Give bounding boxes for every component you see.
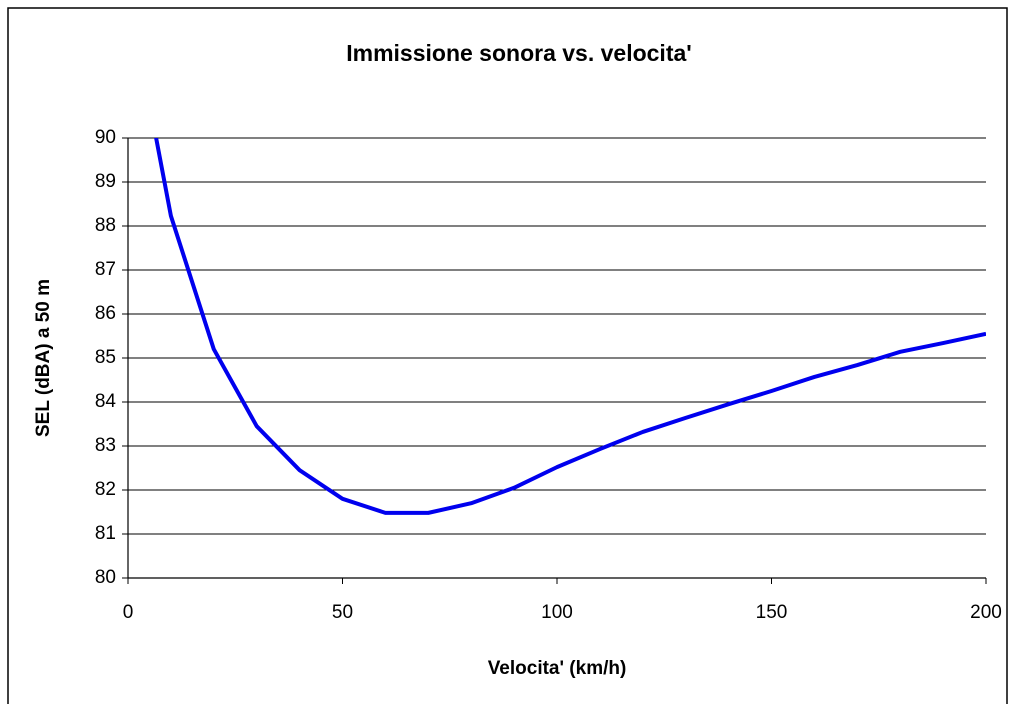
x-axis-title: Velocita' (km/h) <box>488 658 627 679</box>
chart-title: Immissione sonora vs. velocita' <box>346 40 692 66</box>
y-axis-title: SEL (dBA) a 50 m <box>33 279 54 437</box>
y-tick-label: 83 <box>95 435 116 456</box>
y-tick-label: 90 <box>95 127 116 148</box>
y-tick-label: 87 <box>95 259 116 280</box>
y-tick-label: 86 <box>95 303 116 324</box>
y-tick-label: 84 <box>95 391 117 412</box>
x-tick-label: 0 <box>123 602 134 623</box>
x-tick-label: 50 <box>332 602 353 623</box>
x-tick-label: 200 <box>970 602 1002 623</box>
y-tick-label: 80 <box>95 567 116 588</box>
y-tick-label: 81 <box>95 523 116 544</box>
x-tick-label: 150 <box>756 602 788 623</box>
y-tick-label: 88 <box>95 215 116 236</box>
chart-frame <box>7 7 1008 704</box>
x-tick-label: 100 <box>541 602 573 623</box>
y-tick-label: 85 <box>95 347 116 368</box>
data-line <box>154 138 986 515</box>
y-tick-label: 82 <box>95 479 116 500</box>
y-tick-label: 89 <box>95 171 116 192</box>
